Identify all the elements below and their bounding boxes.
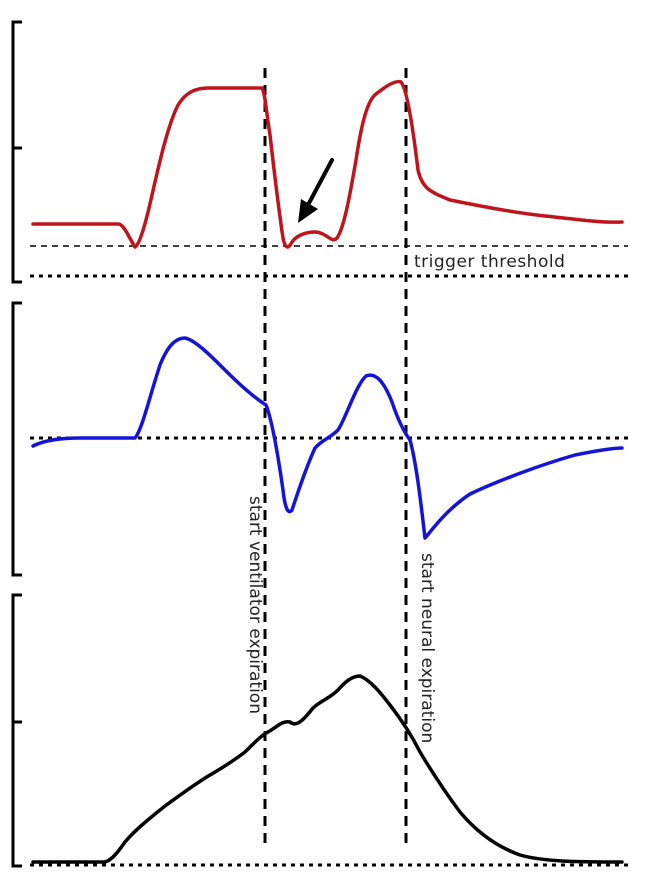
start-ventilator-expiration-label: start ventilator expiration	[245, 496, 265, 714]
pressure-axis-bracket	[11, 20, 22, 284]
pressure-waveform	[31, 79, 624, 249]
start-neural-expiration-label: start neural expiration	[417, 553, 437, 743]
pressure-axis	[11, 20, 22, 284]
neural-axis	[11, 593, 22, 868]
arrow-down-left-icon	[298, 158, 334, 223]
trigger-threshold-label: trigger threshold	[414, 252, 565, 272]
neural-waveform	[31, 674, 624, 864]
flow-axis	[11, 301, 22, 577]
flow-waveform	[31, 336, 624, 540]
neural-axis-bracket	[11, 593, 22, 868]
flow-axis-bracket	[11, 301, 22, 577]
